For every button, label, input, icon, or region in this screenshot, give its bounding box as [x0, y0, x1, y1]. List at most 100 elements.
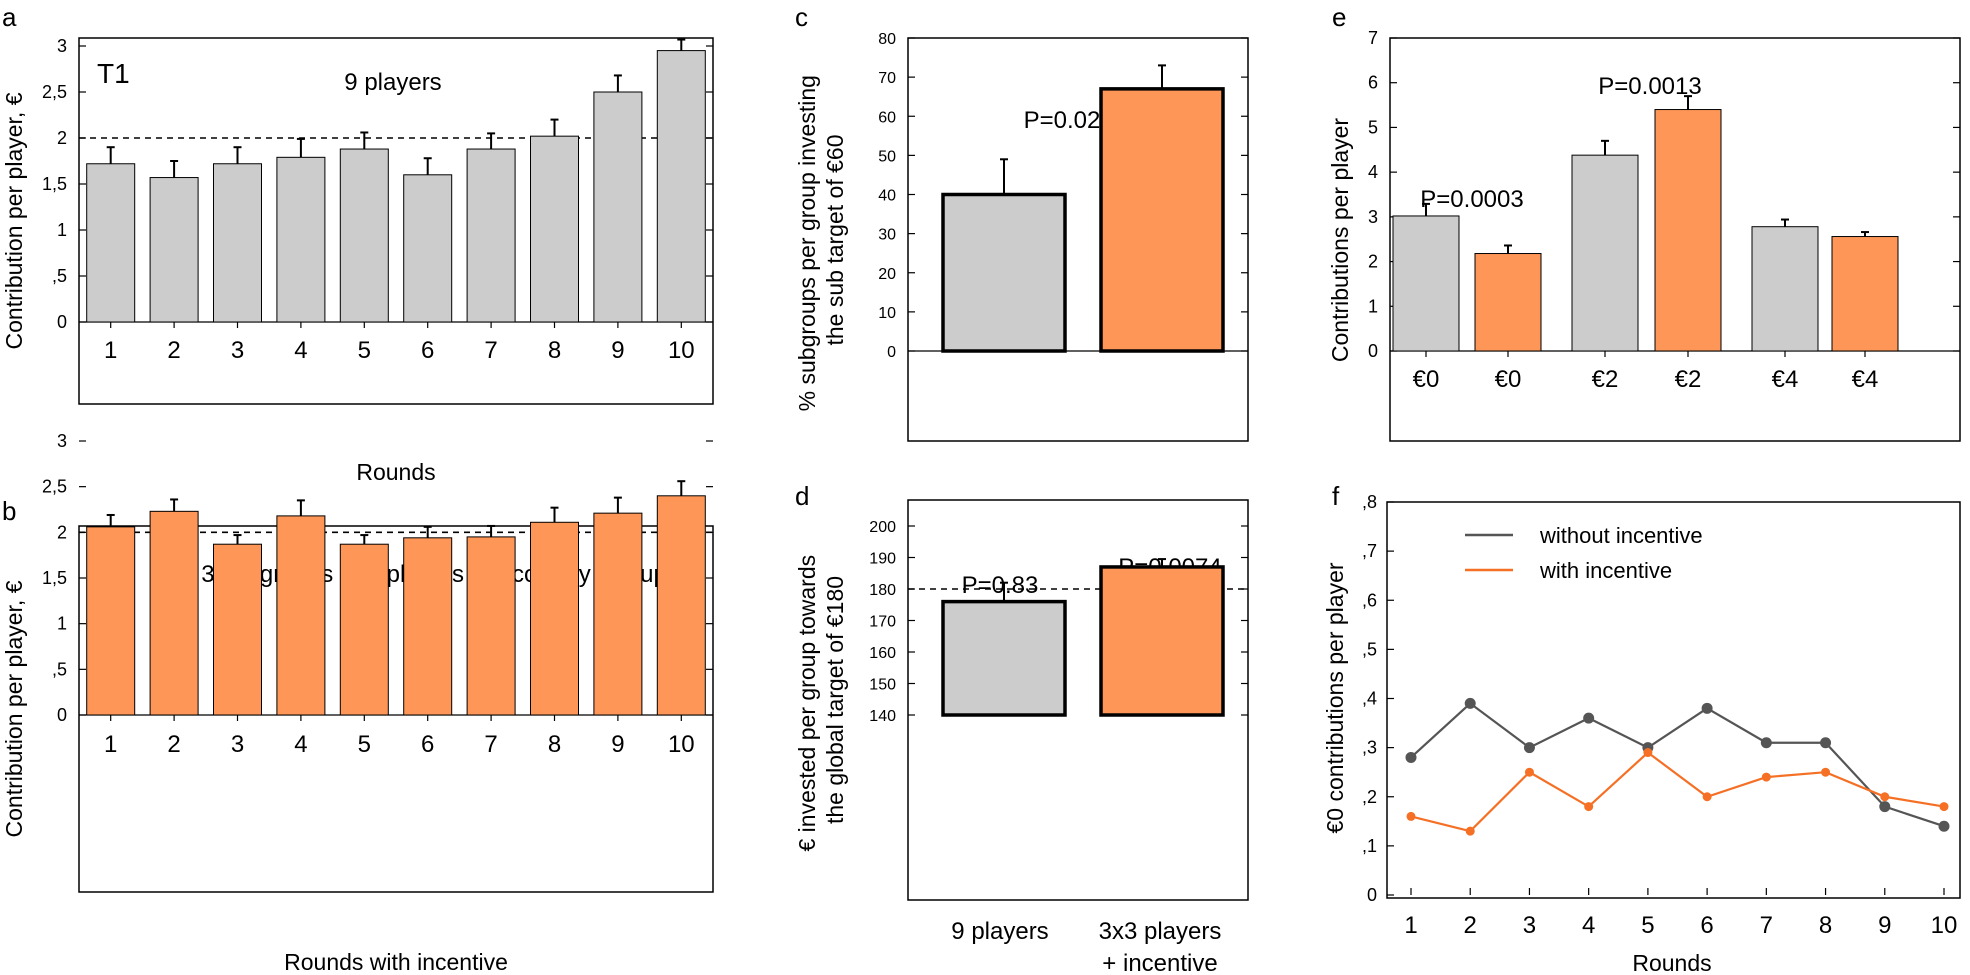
bar [276, 515, 326, 716]
plot-frame [78, 37, 714, 405]
bar [1474, 253, 1542, 352]
bar [466, 148, 516, 323]
y-axis-label-line: the sub target of €60 [822, 135, 848, 346]
bar [86, 163, 136, 323]
x-tick-label: €0 [1495, 366, 1522, 393]
y-tick-label: 2,5 [42, 477, 67, 497]
data-point [1702, 792, 1712, 802]
y-tick-label: 140 [869, 708, 896, 725]
bar [339, 543, 389, 716]
x-tick-label: 6 [421, 731, 434, 758]
y-axis-label: % subgroups per group investing the sub … [794, 69, 848, 412]
x-tick-label: 8 [1819, 912, 1832, 939]
data-point [1880, 792, 1890, 802]
x-tick-label: 4 [294, 731, 307, 758]
panel-d: d P=0.83 P=0.0074 € invested per group t… [794, 481, 1249, 975]
y-tick-label: ,4 [1362, 689, 1377, 709]
x-tick-label: 7 [484, 337, 497, 364]
plot-frame [78, 525, 714, 893]
x-tick-label: €0 [1413, 366, 1440, 393]
y-tick-label: ,5 [1362, 639, 1377, 659]
y-tick-label: ,7 [1362, 541, 1377, 561]
y-tick-label: 170 [869, 614, 896, 631]
x-tick-label: 8 [548, 731, 561, 758]
y-tick-label: 1 [57, 220, 67, 240]
x-tick-label: 8 [548, 337, 561, 364]
y-tick-label: 2,5 [42, 82, 67, 102]
y-axis-label-line: € invested per group towards [794, 555, 820, 852]
bar [339, 148, 389, 323]
x-tick-label: 6 [421, 337, 434, 364]
plot-frame [1389, 37, 1961, 442]
x-tick-label: 3 [231, 731, 244, 758]
y-tick-label: 1,5 [42, 568, 67, 588]
y-tick-label: 3 [1368, 207, 1378, 227]
y-tick-label: ,5 [52, 266, 67, 286]
y-axis-label-line: the global target of €180 [822, 576, 848, 824]
y-axis-label-line: % subgroups per group investing [794, 75, 820, 411]
y-axis-label: €0 contributions per player [1322, 562, 1348, 833]
panel-letter-d: d [795, 481, 809, 511]
y-tick-label: 3 [57, 431, 67, 451]
y-tick-label: 150 [869, 677, 896, 694]
x-tick-label: 9 [611, 337, 624, 364]
plot-frame [907, 37, 1249, 442]
x-tick-label: 4 [1582, 912, 1595, 939]
bar [593, 512, 643, 716]
y-tick-label: 0 [887, 344, 896, 361]
y-tick-label: 0 [1367, 885, 1377, 905]
x-axis-label: Rounds [1632, 950, 1711, 975]
y-tick-label: 60 [878, 109, 896, 126]
bar [466, 536, 516, 716]
data-point [1465, 826, 1475, 836]
x-tick-label: 2 [167, 337, 180, 364]
x-axis-label: Rounds with incentive [284, 949, 508, 975]
y-tick-label: ,3 [1362, 738, 1377, 758]
y-tick-label: ,8 [1362, 492, 1377, 512]
bar [656, 495, 706, 716]
series-line [1410, 751, 1945, 833]
x-tick-label: 1 [104, 337, 117, 364]
y-tick-label: 5 [1368, 117, 1378, 137]
x-tick-label: 6 [1700, 912, 1713, 939]
y-tick-label: 30 [878, 227, 896, 244]
data-point [1584, 802, 1594, 812]
x-tick-label: 9 players [951, 918, 1048, 945]
data-point [1821, 767, 1831, 777]
x-tick-label: 3 [1523, 912, 1536, 939]
panel-letter-e: e [1332, 2, 1346, 32]
y-ticks: 0 10 20 30 40 50 60 70 80 [878, 31, 1248, 361]
y-tick-label: 50 [878, 148, 896, 165]
bar [86, 526, 136, 716]
panel-a: a T1 9 players Contribution per player, … [1, 2, 714, 485]
y-tick-label: 2 [57, 522, 67, 542]
x-tick-label: 10 [1931, 912, 1958, 939]
bars: 1 2 3 4 5 6 7 8 9 10 [86, 480, 706, 758]
panel-e: e P=0.0003 P=0.0013 Contributions per pl… [1327, 2, 1961, 442]
bar [656, 50, 706, 323]
bar [213, 543, 262, 716]
chart-annotation: 9 players [344, 69, 441, 96]
data-point [1760, 737, 1772, 749]
bar [149, 177, 199, 323]
plot-frame [1386, 501, 1961, 899]
data-point [1879, 801, 1891, 813]
panel-c: c P=0.02 % subgroups per group investing… [794, 2, 1249, 442]
y-tick-label: ,1 [1362, 836, 1377, 856]
y-tick-label: 40 [878, 188, 896, 205]
panel-letter-f: f [1332, 481, 1340, 511]
x-tick-label: €4 [1852, 366, 1879, 393]
y-tick-label: 160 [869, 645, 896, 662]
data-point [1761, 772, 1771, 782]
x-tick-label: 1 [1404, 912, 1417, 939]
y-tick-label: 2 [1368, 252, 1378, 272]
p-value-label: P=0.0003 [1420, 186, 1523, 213]
y-tick-label: 0 [57, 705, 67, 725]
data-point [1524, 767, 1534, 777]
x-tick-label: 2 [167, 731, 180, 758]
x-tick-label: 9 [1878, 912, 1891, 939]
x-tick-label: 5 [358, 731, 371, 758]
x-tick-label: 7 [484, 731, 497, 758]
chart-annotation: P=0.02 [1024, 107, 1101, 134]
